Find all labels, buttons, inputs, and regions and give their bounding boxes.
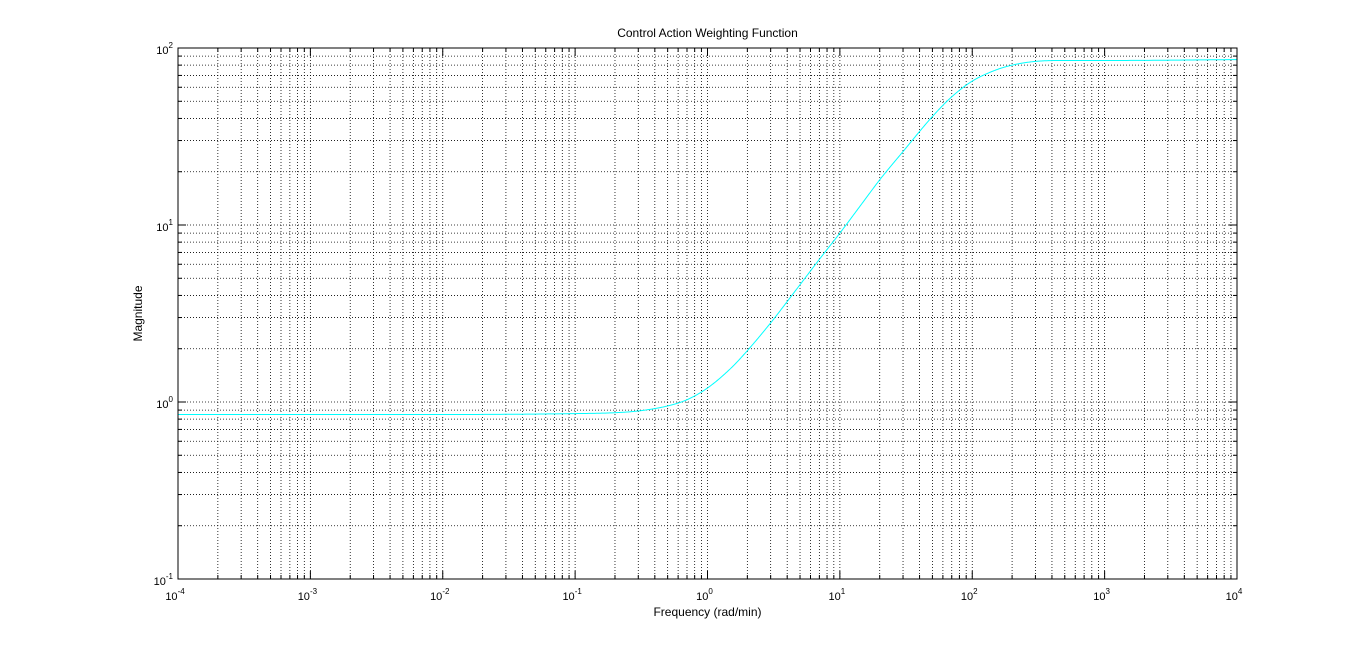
- y-tick-label: 10-1: [154, 572, 174, 588]
- x-tick-label: 10-1: [562, 587, 582, 603]
- x-tick-label: 10-2: [430, 587, 450, 603]
- series-line: [178, 59, 1238, 415]
- y-tick-labels: 10-1 100 101 102: [154, 41, 174, 588]
- x-tick-label: 102: [961, 587, 978, 603]
- chart-title: Control Action Weighting Function: [617, 26, 798, 40]
- tick-marks: [177, 48, 1237, 580]
- y-tick-label: 102: [156, 41, 173, 57]
- x-tick-label: 103: [1093, 587, 1110, 603]
- x-tick-label: 104: [1226, 587, 1243, 603]
- grid-lines: [178, 48, 1237, 579]
- curve-layer: [178, 59, 1238, 415]
- x-tick-label: 10-3: [298, 587, 318, 603]
- y-tick-label: 100: [156, 395, 173, 411]
- x-tick-label: 10-4: [165, 587, 185, 603]
- y-axis-label: Magnitude: [131, 285, 145, 341]
- x-tick-label: 100: [696, 587, 713, 603]
- x-tick-labels: 10-4 10-3 10-2 10-1 100 101 102 103 104: [165, 587, 1243, 603]
- x-tick-label: 101: [829, 587, 846, 603]
- y-tick-label: 101: [156, 218, 173, 234]
- plot-area-frame: [177, 47, 1238, 580]
- x-axis-label: Frequency (rad/min): [653, 605, 761, 619]
